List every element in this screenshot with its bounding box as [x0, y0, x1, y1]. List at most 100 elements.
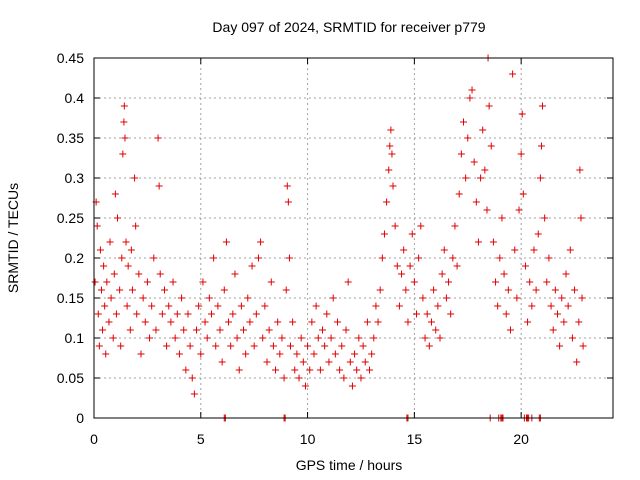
data-point: [379, 255, 386, 262]
data-point: [501, 271, 508, 278]
data-point: [345, 279, 352, 286]
x-axis-label: GPS time / hours: [296, 457, 403, 473]
data-point: [287, 343, 294, 350]
data-point: [481, 167, 488, 174]
x-axis-ticks: 0 5 10 15 20: [90, 58, 529, 447]
data-point: [131, 175, 138, 182]
data-point: [538, 143, 545, 150]
data-point: [464, 135, 471, 142]
data-point: [580, 343, 587, 350]
data-point: [272, 367, 279, 374]
data-point: [522, 263, 529, 270]
y-tick-label: 0: [76, 410, 84, 426]
data-point: [402, 287, 409, 294]
data-point: [513, 295, 520, 302]
data-point: [479, 127, 486, 134]
data-point: [496, 255, 503, 262]
x-tick-label: 10: [300, 431, 316, 447]
data-point: [340, 375, 347, 382]
data-point: [119, 151, 126, 158]
data-point: [114, 215, 121, 222]
data-point: [293, 351, 300, 358]
data-points: [92, 55, 587, 422]
data-point: [101, 303, 108, 310]
data-point: [332, 351, 339, 358]
data-point: [526, 279, 533, 286]
data-point: [193, 327, 200, 334]
data-point: [240, 327, 247, 334]
data-point: [466, 95, 473, 102]
data-point: [349, 383, 356, 390]
data-point: [575, 319, 582, 326]
data-point: [486, 103, 493, 110]
data-point: [507, 327, 514, 334]
data-point: [385, 167, 392, 174]
data-point: [191, 391, 198, 398]
data-point: [366, 367, 373, 374]
data-point: [163, 343, 170, 350]
data-point: [266, 327, 273, 334]
data-point: [390, 183, 397, 190]
x-tick-label: 0: [90, 431, 98, 447]
data-point: [208, 311, 215, 318]
data-point: [451, 223, 458, 230]
data-point: [519, 111, 526, 118]
data-point: [347, 359, 354, 366]
data-point: [284, 183, 291, 190]
data-point: [434, 303, 441, 310]
data-point: [520, 191, 527, 198]
data-point: [407, 263, 414, 270]
data-point: [189, 375, 196, 382]
data-point: [334, 319, 341, 326]
data-point: [569, 335, 576, 342]
data-point: [231, 271, 238, 278]
data-point: [323, 311, 330, 318]
data-point: [268, 279, 275, 286]
data-point: [571, 287, 578, 294]
grid-lines: [94, 58, 613, 418]
data-point: [490, 239, 497, 246]
data-point: [394, 263, 401, 270]
data-point: [259, 335, 266, 342]
data-point: [411, 279, 418, 286]
data-point: [445, 279, 452, 286]
data-point: [543, 279, 550, 286]
data-point: [392, 223, 399, 230]
data-point: [281, 375, 288, 382]
data-point: [150, 255, 157, 262]
data-point: [477, 175, 484, 182]
data-point: [573, 359, 580, 366]
data-point: [317, 367, 324, 374]
data-point: [121, 135, 128, 142]
y-tick-label: 0.35: [57, 130, 84, 146]
data-point: [99, 327, 106, 334]
data-point: [274, 319, 281, 326]
data-point: [105, 319, 112, 326]
data-point: [528, 303, 535, 310]
data-point: [116, 287, 123, 294]
data-point: [492, 279, 499, 286]
data-point: [214, 303, 221, 310]
data-point: [204, 335, 211, 342]
y-tick-label: 0.3: [65, 170, 85, 186]
data-point: [351, 351, 358, 358]
data-point: [289, 319, 296, 326]
data-point: [524, 319, 531, 326]
data-point: [298, 335, 305, 342]
data-point: [227, 343, 234, 350]
data-point: [560, 319, 567, 326]
data-point: [117, 343, 124, 350]
data-point: [187, 343, 194, 350]
data-point: [541, 215, 548, 222]
data-point: [118, 255, 125, 262]
data-point: [182, 367, 189, 374]
data-point: [458, 151, 465, 158]
data-point: [202, 319, 209, 326]
data-point: [483, 207, 490, 214]
data-point: [300, 359, 307, 366]
data-point: [343, 327, 350, 334]
data-point: [437, 335, 444, 342]
data-point: [146, 335, 153, 342]
data-point: [409, 231, 416, 238]
data-point: [576, 167, 583, 174]
